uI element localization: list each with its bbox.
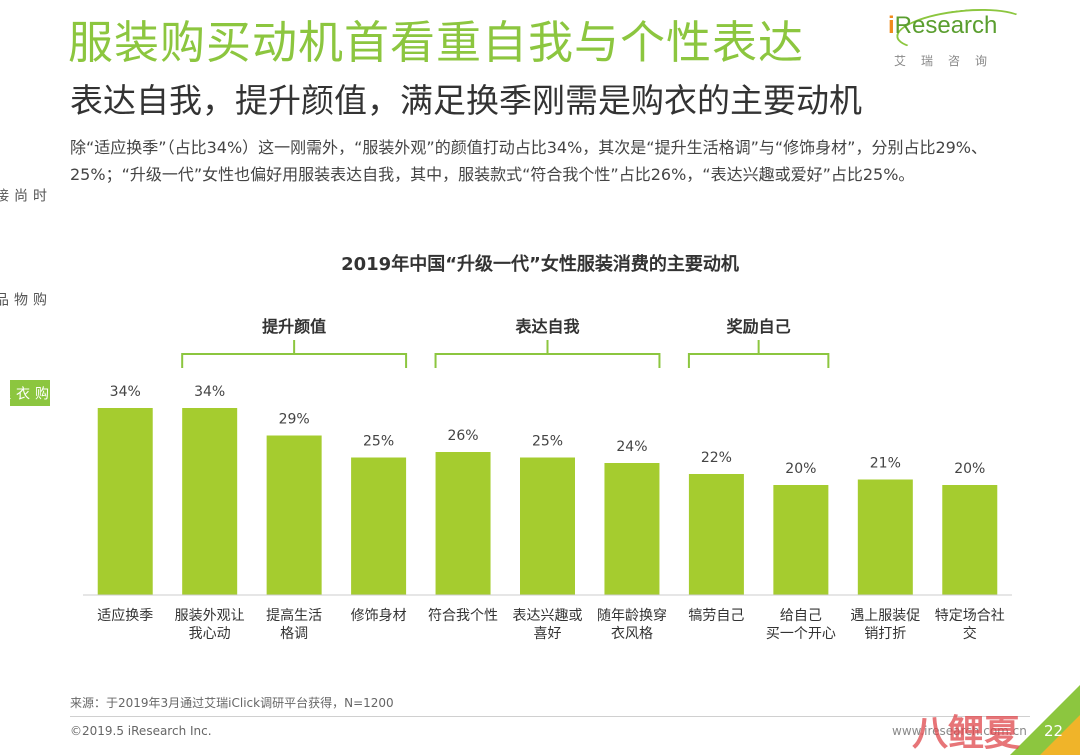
website-link[interactable]: www.iresearch.com.cn	[892, 724, 1027, 738]
group-bracket-0	[181, 340, 408, 368]
data-label-4: 26%	[447, 428, 478, 444]
bar-9	[857, 479, 913, 595]
page-title: 服装购买动机首看重自我与个性表达	[68, 16, 805, 69]
category-label-1-1: 我心动	[189, 626, 231, 642]
bar-5	[520, 457, 575, 595]
data-label-6: 24%	[616, 439, 647, 455]
category-label-10-0: 特定场合社	[935, 608, 1005, 624]
watermark: 八鲤夏	[912, 713, 1021, 754]
data-label-8: 20%	[785, 461, 816, 477]
category-label-2-1: 格调	[280, 626, 308, 642]
bar-1	[182, 408, 238, 595]
group-bracket-2	[687, 340, 830, 368]
category-label-4-0: 符合我个性	[428, 608, 498, 624]
footer-divider	[70, 716, 1030, 717]
category-label-3-0: 修饰身材	[351, 608, 407, 624]
category-label-6-0: 随年龄换穿	[597, 607, 667, 624]
chart-title: 2019年中国“升级一代”女性服装消费的主要动机	[341, 253, 739, 275]
data-label-7: 22%	[701, 450, 732, 466]
copyright: ©2019.5 iResearch Inc.	[70, 724, 212, 738]
bar-8	[773, 485, 829, 595]
bar-7	[688, 474, 744, 595]
data-label-9: 21%	[870, 456, 901, 472]
category-label-0-0: 适应换季	[97, 607, 153, 624]
data-label-5: 25%	[532, 434, 563, 450]
group-label-0: 提升颜值	[262, 317, 326, 336]
side-item-clothing-concept[interactable]: 购衣理念	[0, 380, 50, 406]
category-label-6-1: 衣风格	[611, 626, 653, 642]
intro-paragraph: 除“适应换季”（占比34%）这一刚需外，“服装外观”的颜值打动占比34%，其次是…	[70, 138, 988, 184]
data-label-10: 20%	[954, 461, 985, 477]
source-note: 来源：于2019年3月通过艾瑞iClick调研平台获得，N=1200	[70, 696, 394, 710]
category-label-1-0: 服装外观让	[175, 608, 245, 624]
category-label-8-0: 给自己	[780, 608, 822, 624]
side-item-shopping-category[interactable]: 购物品类	[0, 292, 47, 306]
group-bracket-1	[434, 340, 661, 368]
bar-3	[351, 457, 407, 595]
iresearch-logo: iResearch 艾瑞咨询	[888, 3, 1038, 72]
group-label-1: 表达自我	[514, 317, 579, 336]
bar-6	[604, 463, 660, 595]
category-label-9-0: 遇上服装促	[850, 608, 920, 624]
category-label-10-1: 交	[963, 625, 977, 642]
logo-wordmark: iResearch	[888, 12, 998, 39]
side-item-fashion-contact[interactable]: 时尚接触	[0, 188, 47, 202]
bar-10	[942, 485, 998, 595]
bar-4	[435, 452, 491, 595]
category-label-9-1: 销打折	[864, 625, 906, 642]
category-label-7-0: 犒劳自己	[688, 608, 744, 624]
data-label-0: 34%	[110, 384, 141, 400]
logo-subtitle: 艾瑞咨询	[894, 54, 1003, 68]
corner-decoration-accent	[1040, 715, 1080, 755]
bar-2	[266, 435, 322, 595]
data-label-3: 25%	[363, 434, 394, 450]
data-label-2: 29%	[279, 412, 310, 428]
bar-0	[97, 408, 153, 595]
category-label-8-1: 买一个开心	[766, 626, 836, 642]
group-label-2: 奖励自己	[727, 317, 791, 336]
data-label-1: 34%	[194, 384, 225, 400]
category-label-5-1: 喜好	[534, 626, 562, 642]
page-number: 22	[1044, 722, 1064, 740]
category-label-2-0: 提高生活	[266, 607, 322, 624]
category-label-5-0: 表达兴趣或	[513, 608, 583, 624]
page-subtitle: 表达自我，提升颜值，满足换季刚需是购衣的主要动机	[70, 81, 862, 120]
